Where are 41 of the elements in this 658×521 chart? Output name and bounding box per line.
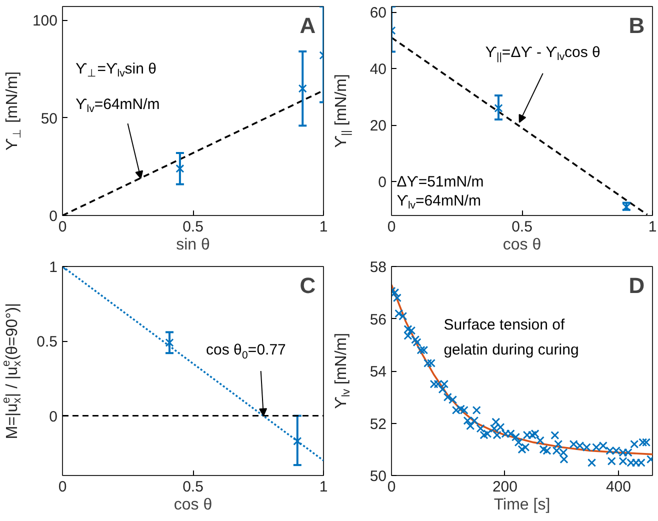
y-axis-title: ϒlv [mN/m] — [333, 332, 352, 410]
y-tick-label: 60 — [370, 4, 387, 22]
x-tick-label: 200 — [492, 478, 518, 496]
y-tick-label: 56 — [370, 311, 387, 328]
x-tick-label: 400 — [606, 478, 631, 496]
chart-title: C — [300, 272, 316, 298]
y-axis-title: M=|uex| / |uex(θ=90°)| — [0, 302, 24, 440]
y-tick-label: 0 — [49, 408, 58, 426]
y-tick-label: 0.5 — [36, 334, 58, 351]
y-tick-label: 1 — [49, 259, 58, 276]
x-axis-title: sin θ — [176, 236, 210, 254]
annotation: gelatin during curing — [444, 342, 579, 359]
x-tick-label: 1 — [319, 478, 328, 496]
annotation: Δϒ=51mN/m — [396, 174, 484, 191]
x-axis-title: cos θ — [502, 236, 542, 254]
y-tick-label: 40 — [370, 61, 387, 78]
y-axis-title: ϒ⊥ [mN/m] — [4, 71, 24, 151]
x-axis-title: cos θ — [174, 496, 212, 514]
y-tick-label: 58 — [370, 259, 387, 276]
y-tick-label: 52 — [370, 416, 387, 433]
x-tick-label: 1 — [648, 218, 657, 236]
y-tick-label: 50 — [370, 468, 387, 485]
x-tick-label: 0.5 — [182, 218, 204, 236]
point — [165, 338, 174, 347]
x-tick-label: 0.5 — [512, 218, 532, 236]
annotation: Surface tension of — [444, 316, 566, 334]
y-axis-title: ϒ|| [mN/m] — [333, 74, 352, 148]
point — [494, 104, 503, 112]
y-tick-label: 50 — [40, 110, 58, 128]
y-tick-label: 20 — [370, 118, 387, 135]
y-tick-label: 100 — [32, 12, 58, 30]
x-tick-label: 0.5 — [182, 478, 204, 496]
chart-title: B — [628, 12, 645, 38]
point — [293, 436, 302, 446]
x-tick-label: 1 — [319, 218, 328, 236]
y-tick-label: 0 — [49, 208, 58, 225]
x-axis-title: Time [s] — [494, 496, 550, 514]
y-tick-label: 54 — [370, 364, 387, 380]
chart-title: A — [300, 12, 316, 38]
y-tick-label: 0 — [378, 174, 386, 192]
chart-title: D — [628, 272, 645, 298]
